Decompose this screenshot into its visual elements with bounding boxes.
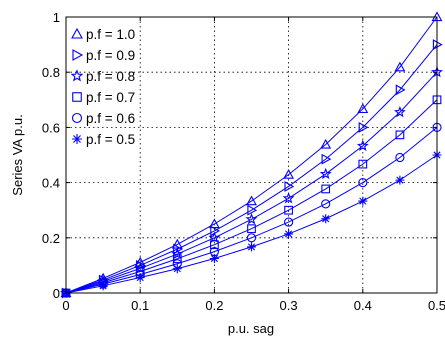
y-axis-label: Series VA p.u. — [10, 114, 25, 195]
legend-label: p.f = 0.6 — [86, 111, 135, 126]
square-marker — [210, 240, 219, 250]
circle-marker — [358, 178, 368, 188]
x-tick-label: 0 — [62, 298, 69, 313]
asterisk-marker — [284, 229, 294, 239]
series-line — [65, 71, 438, 294]
asterisk-marker — [247, 242, 256, 252]
star-marker — [319, 167, 332, 180]
x-tick-label: 0.4 — [354, 298, 372, 313]
star-marker — [171, 247, 184, 260]
asterisk-marker — [209, 254, 219, 263]
y-tick-label: 0 — [53, 286, 60, 301]
star-marker — [282, 192, 295, 204]
x-tick-label: 0.3 — [280, 298, 298, 313]
series-line — [65, 127, 438, 294]
circle-marker — [395, 152, 405, 163]
legend-label: p.f = 0.7 — [86, 90, 135, 105]
square-marker — [247, 224, 256, 234]
series-line — [65, 16, 438, 294]
triangle-right-marker — [358, 121, 369, 133]
star-marker — [245, 213, 258, 225]
asterisk-marker — [98, 281, 108, 291]
legend: p.f = 1.0 p.f = 0.9 p.f = 0.8 p.f = 0.7 p.f … — [70, 27, 135, 147]
triangle-up-marker — [246, 195, 257, 206]
triangle-up-marker — [208, 218, 220, 229]
triangle-up-marker — [320, 138, 332, 149]
y-tick-label: 1 — [53, 10, 60, 25]
y-tick-label: 0.6 — [42, 120, 60, 135]
legend-label: p.f = 0.5 — [86, 132, 135, 147]
asterisk-marker — [358, 196, 368, 206]
series-line — [65, 44, 438, 294]
circle-marker — [284, 217, 294, 227]
square-marker — [358, 159, 368, 169]
circle-marker — [71, 112, 83, 124]
axis-ticks: 0 0.1 0.2 0.3 0.4 0.5 0 0.2 0.4 0.6 0.8 1 — [42, 10, 445, 313]
square-marker — [321, 184, 331, 194]
triangle-up-marker — [357, 103, 369, 114]
legend-label: p.f = 0.8 — [86, 69, 135, 84]
star-marker — [393, 105, 406, 118]
circle-marker — [321, 199, 331, 209]
triangle-up-marker — [394, 61, 406, 72]
triangle-right-marker — [72, 49, 84, 61]
y-tick-label: 0.2 — [42, 231, 60, 246]
triangle-right-marker — [395, 84, 406, 96]
star-marker — [208, 231, 221, 243]
series-line — [65, 99, 438, 294]
asterisk-marker — [321, 214, 331, 224]
asterisk-marker — [395, 175, 405, 185]
star-marker — [356, 139, 369, 151]
plot-frame — [65, 16, 438, 294]
square-marker — [395, 130, 405, 140]
x-axis-label: p.u. sag — [228, 321, 274, 336]
star-marker — [70, 69, 84, 82]
square-marker — [72, 92, 82, 102]
asterisk-marker — [72, 134, 82, 144]
x-tick-label: 0.5 — [428, 298, 445, 313]
square-marker — [172, 254, 182, 264]
triangle-up-marker — [71, 27, 83, 39]
y-tick-label: 0.8 — [42, 65, 60, 80]
legend-label: p.f = 1.0 — [86, 27, 135, 42]
triangle-right-marker — [284, 181, 295, 192]
triangle-up-marker — [283, 168, 295, 179]
legend-label: p.f = 0.9 — [86, 48, 135, 63]
x-tick-label: 0.2 — [205, 298, 223, 313]
asterisk-marker — [172, 264, 182, 274]
x-tick-label: 0.1 — [131, 298, 149, 313]
triangle-right-marker — [321, 153, 332, 165]
asterisk-marker — [135, 273, 145, 283]
y-tick-label: 0.4 — [42, 176, 60, 191]
circle-marker — [246, 233, 257, 243]
square-marker — [284, 205, 293, 215]
triangle-right-marker — [247, 204, 258, 216]
